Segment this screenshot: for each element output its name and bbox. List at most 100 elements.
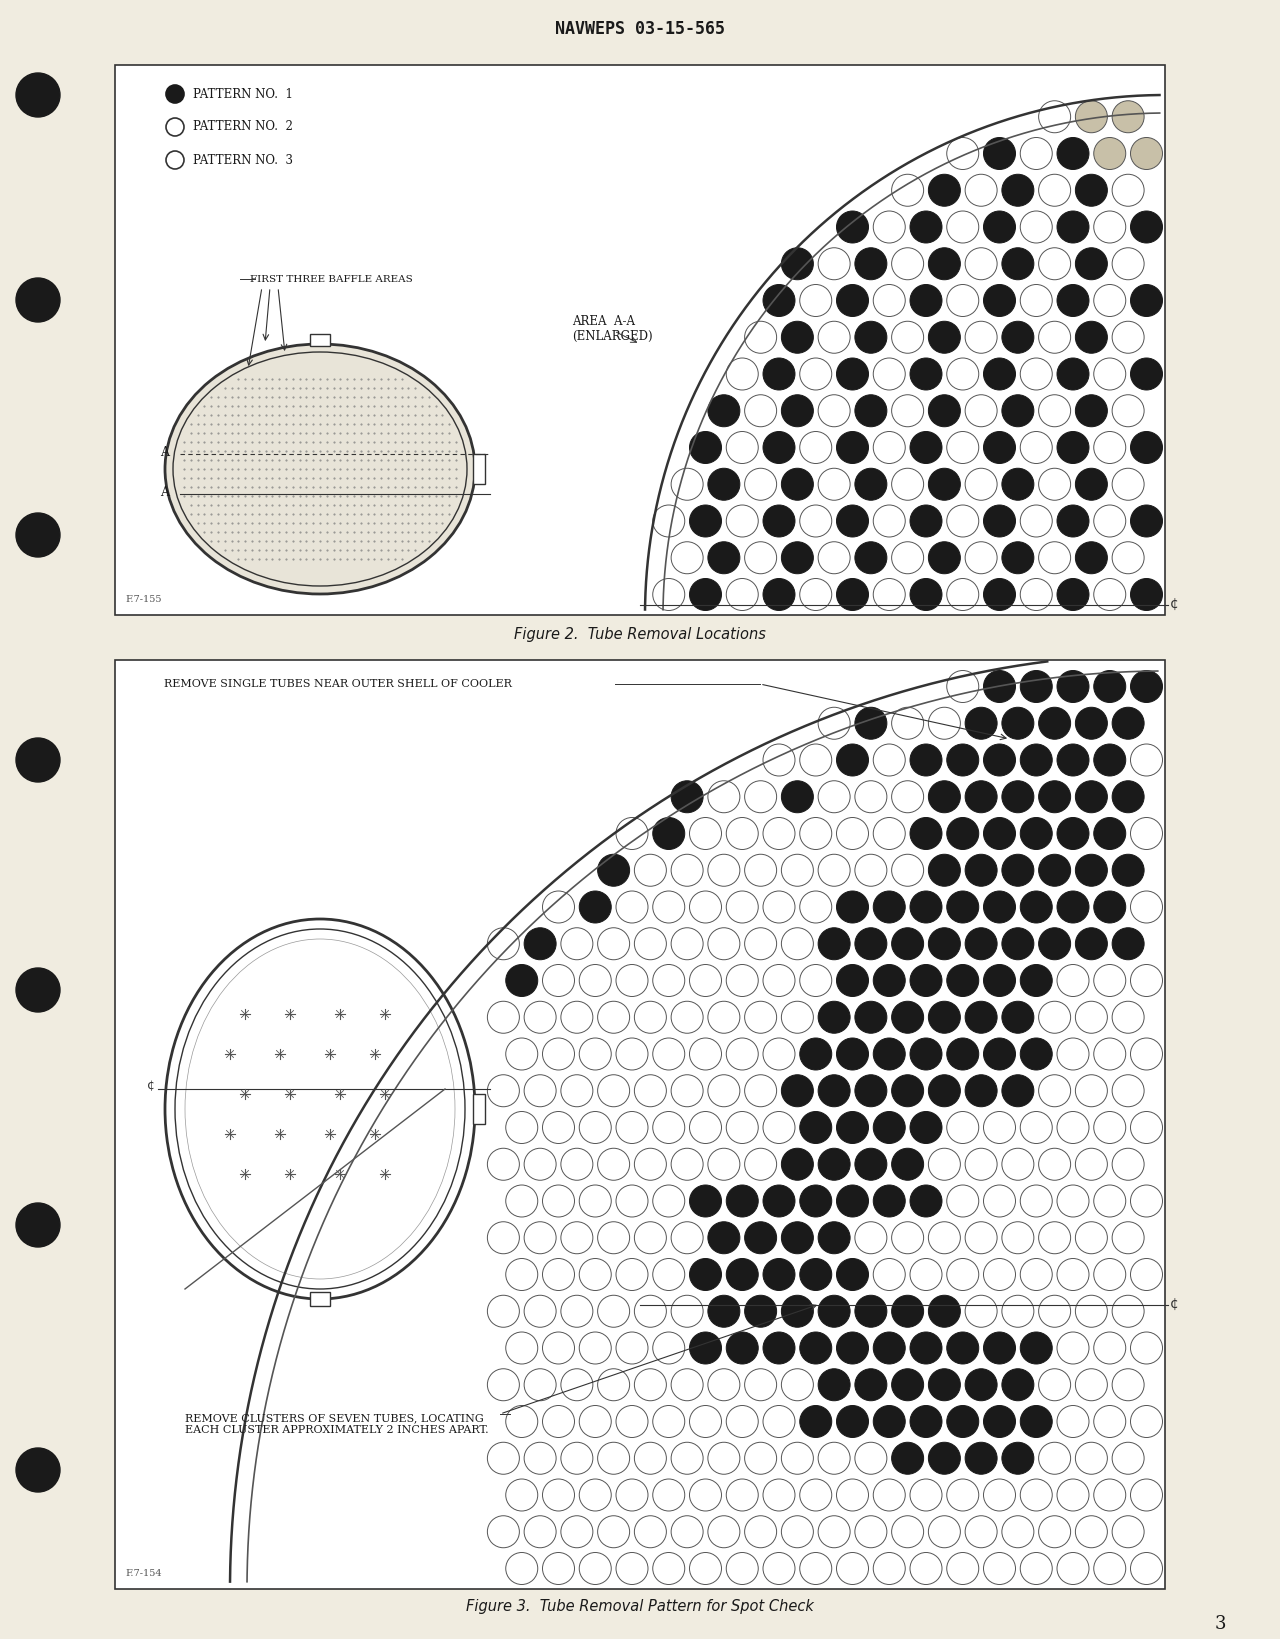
Circle shape — [965, 780, 997, 813]
Circle shape — [506, 1333, 538, 1364]
Circle shape — [1038, 1442, 1070, 1473]
Circle shape — [910, 1478, 942, 1511]
Circle shape — [15, 1203, 60, 1247]
Circle shape — [1038, 469, 1070, 500]
Circle shape — [781, 1221, 813, 1254]
Circle shape — [1112, 780, 1144, 813]
Circle shape — [1093, 964, 1125, 997]
Circle shape — [1093, 670, 1125, 703]
Circle shape — [818, 395, 850, 426]
Circle shape — [1038, 1075, 1070, 1106]
Circle shape — [837, 505, 869, 538]
Circle shape — [708, 780, 740, 813]
Circle shape — [1002, 1516, 1034, 1547]
Circle shape — [928, 543, 960, 574]
Circle shape — [598, 928, 630, 960]
Circle shape — [524, 1442, 556, 1473]
Circle shape — [781, 1369, 813, 1401]
Circle shape — [1020, 1406, 1052, 1437]
Circle shape — [837, 1185, 869, 1218]
Circle shape — [873, 431, 905, 464]
Circle shape — [653, 1037, 685, 1070]
Circle shape — [1093, 1111, 1125, 1144]
Circle shape — [1093, 505, 1125, 538]
Circle shape — [781, 928, 813, 960]
Circle shape — [800, 1478, 832, 1511]
Circle shape — [1075, 100, 1107, 133]
Ellipse shape — [165, 344, 475, 593]
Circle shape — [781, 1442, 813, 1473]
Circle shape — [653, 1111, 685, 1144]
Circle shape — [855, 1295, 887, 1328]
Circle shape — [1130, 964, 1162, 997]
Circle shape — [616, 892, 648, 923]
Circle shape — [965, 1369, 997, 1401]
Circle shape — [726, 1185, 758, 1218]
Circle shape — [800, 1111, 832, 1144]
Circle shape — [671, 1075, 703, 1106]
Text: PATTERN NO.  2: PATTERN NO. 2 — [193, 121, 293, 133]
Circle shape — [910, 1259, 942, 1290]
Circle shape — [543, 964, 575, 997]
Circle shape — [763, 1552, 795, 1585]
Circle shape — [671, 1442, 703, 1473]
Circle shape — [745, 1075, 777, 1106]
Circle shape — [653, 1406, 685, 1437]
Circle shape — [837, 579, 869, 610]
Circle shape — [763, 579, 795, 610]
Circle shape — [1093, 357, 1125, 390]
Circle shape — [1038, 780, 1070, 813]
Circle shape — [1057, 1406, 1089, 1437]
Circle shape — [598, 1442, 630, 1473]
Circle shape — [1038, 1369, 1070, 1401]
Circle shape — [561, 1149, 593, 1180]
Circle shape — [855, 928, 887, 960]
Circle shape — [543, 1333, 575, 1364]
Circle shape — [818, 1075, 850, 1106]
Circle shape — [708, 1516, 740, 1547]
Circle shape — [1075, 174, 1107, 207]
Circle shape — [818, 469, 850, 500]
Circle shape — [983, 1552, 1015, 1585]
Circle shape — [1038, 543, 1070, 574]
Circle shape — [745, 780, 777, 813]
Circle shape — [653, 505, 685, 538]
Circle shape — [855, 1149, 887, 1180]
Circle shape — [1002, 469, 1034, 500]
Circle shape — [892, 780, 924, 813]
Circle shape — [671, 780, 703, 813]
Circle shape — [635, 928, 667, 960]
Circle shape — [524, 1149, 556, 1180]
Circle shape — [635, 1075, 667, 1106]
Circle shape — [928, 854, 960, 887]
Circle shape — [543, 1259, 575, 1290]
Circle shape — [598, 1295, 630, 1328]
Circle shape — [745, 321, 777, 354]
Circle shape — [873, 285, 905, 316]
Circle shape — [488, 1001, 520, 1033]
Circle shape — [653, 818, 685, 849]
Circle shape — [1002, 1295, 1034, 1328]
Circle shape — [983, 285, 1015, 316]
Circle shape — [781, 780, 813, 813]
Circle shape — [506, 1259, 538, 1290]
Circle shape — [800, 431, 832, 464]
Circle shape — [837, 1478, 869, 1511]
Circle shape — [166, 118, 184, 136]
Circle shape — [1093, 138, 1125, 169]
Circle shape — [580, 1259, 612, 1290]
Circle shape — [488, 1369, 520, 1401]
Circle shape — [800, 892, 832, 923]
Circle shape — [543, 1552, 575, 1585]
Circle shape — [928, 247, 960, 280]
Circle shape — [1057, 670, 1089, 703]
Circle shape — [818, 247, 850, 280]
Circle shape — [1020, 670, 1052, 703]
Circle shape — [1057, 579, 1089, 610]
Circle shape — [892, 247, 924, 280]
Circle shape — [1093, 1333, 1125, 1364]
Circle shape — [983, 818, 1015, 849]
Circle shape — [690, 1552, 722, 1585]
Circle shape — [965, 854, 997, 887]
Circle shape — [965, 1442, 997, 1473]
